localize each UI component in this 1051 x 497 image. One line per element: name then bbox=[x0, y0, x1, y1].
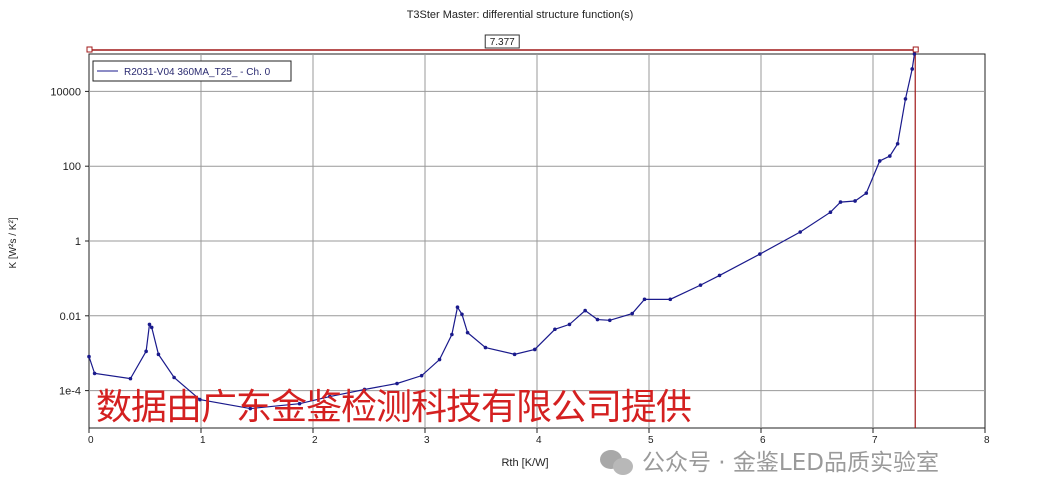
x-tick-label: 3 bbox=[424, 435, 430, 446]
data-point bbox=[553, 327, 557, 332]
data-point bbox=[864, 191, 869, 195]
data-point bbox=[149, 325, 154, 330]
cursor-handle-left bbox=[86, 46, 93, 53]
data-point bbox=[144, 349, 148, 354]
data-point bbox=[419, 373, 424, 378]
x-tick-label: 1 bbox=[200, 435, 206, 446]
cursor-value-box bbox=[484, 34, 520, 49]
watermark-gray-text: 公众号 · 金鉴LED品质实验室 bbox=[642, 450, 939, 476]
data-point bbox=[567, 322, 572, 327]
legend-label: R2031-V04 360MA_T25_ - Ch. 0 bbox=[124, 67, 271, 78]
y-tick-label: 0.01 bbox=[60, 311, 81, 323]
data-point bbox=[297, 401, 302, 406]
data-point bbox=[888, 154, 892, 158]
data-point bbox=[798, 230, 802, 234]
data-point bbox=[758, 252, 762, 256]
data-point bbox=[838, 200, 843, 204]
data-point bbox=[483, 345, 488, 350]
data-point bbox=[828, 210, 833, 215]
data-point bbox=[853, 199, 857, 203]
cursor-handle-right bbox=[912, 46, 919, 53]
watermark-gray: 公众号 · 金鉴LED品质实验室 bbox=[600, 449, 939, 477]
y-tick-label: 10000 bbox=[50, 86, 81, 98]
data-point bbox=[717, 273, 722, 278]
data-point bbox=[248, 406, 253, 411]
x-tick-label: 4 bbox=[536, 435, 542, 446]
data-point bbox=[630, 311, 634, 316]
data-point bbox=[668, 297, 673, 302]
y-tick-label: 1e-4 bbox=[59, 386, 81, 398]
x-tick-label: 6 bbox=[760, 435, 766, 446]
data-point bbox=[460, 312, 464, 317]
data-point bbox=[362, 387, 367, 392]
data-point bbox=[877, 159, 882, 163]
watermark-red: 数据由广东金鉴检测科技有限公司提供 bbox=[96, 387, 692, 428]
x-axis-label: Rth [K/W] bbox=[501, 457, 548, 469]
data-point bbox=[698, 283, 703, 287]
y-tick-label: 1 bbox=[75, 236, 81, 248]
data-point bbox=[92, 371, 97, 376]
data-point bbox=[910, 67, 914, 71]
wechat-icon bbox=[600, 450, 634, 476]
data-point bbox=[895, 141, 900, 146]
cursor-value-label: 7.377 bbox=[490, 37, 515, 48]
data-point bbox=[147, 322, 152, 327]
data-point bbox=[87, 354, 91, 359]
chart-title: T3Ster Master: differential structure fu… bbox=[407, 9, 634, 21]
data-point bbox=[512, 352, 517, 357]
data-point bbox=[450, 332, 454, 337]
y-tick-label: 100 bbox=[63, 161, 81, 173]
data-point bbox=[583, 308, 587, 313]
data-point bbox=[156, 352, 161, 357]
legend bbox=[92, 60, 292, 82]
data-point bbox=[437, 357, 442, 362]
x-tick-label: 2 bbox=[312, 435, 318, 446]
y-axis-label: K [W²s / K²] bbox=[8, 217, 19, 268]
data-point bbox=[595, 317, 600, 322]
data-point bbox=[455, 305, 460, 309]
data-point bbox=[532, 347, 537, 352]
data-point bbox=[172, 375, 176, 380]
data-point bbox=[128, 376, 133, 381]
data-point bbox=[395, 381, 399, 386]
data-point bbox=[608, 318, 612, 323]
x-tick-label: 8 bbox=[984, 435, 990, 446]
data-point bbox=[903, 97, 908, 101]
x-tick-label: 0 bbox=[88, 435, 94, 446]
x-tick-label: 7 bbox=[872, 435, 878, 446]
data-point bbox=[642, 297, 647, 302]
data-point bbox=[912, 52, 917, 56]
x-tick-label: 5 bbox=[648, 435, 654, 446]
data-point bbox=[465, 330, 470, 335]
data-point bbox=[198, 397, 202, 402]
data-point bbox=[328, 394, 332, 399]
